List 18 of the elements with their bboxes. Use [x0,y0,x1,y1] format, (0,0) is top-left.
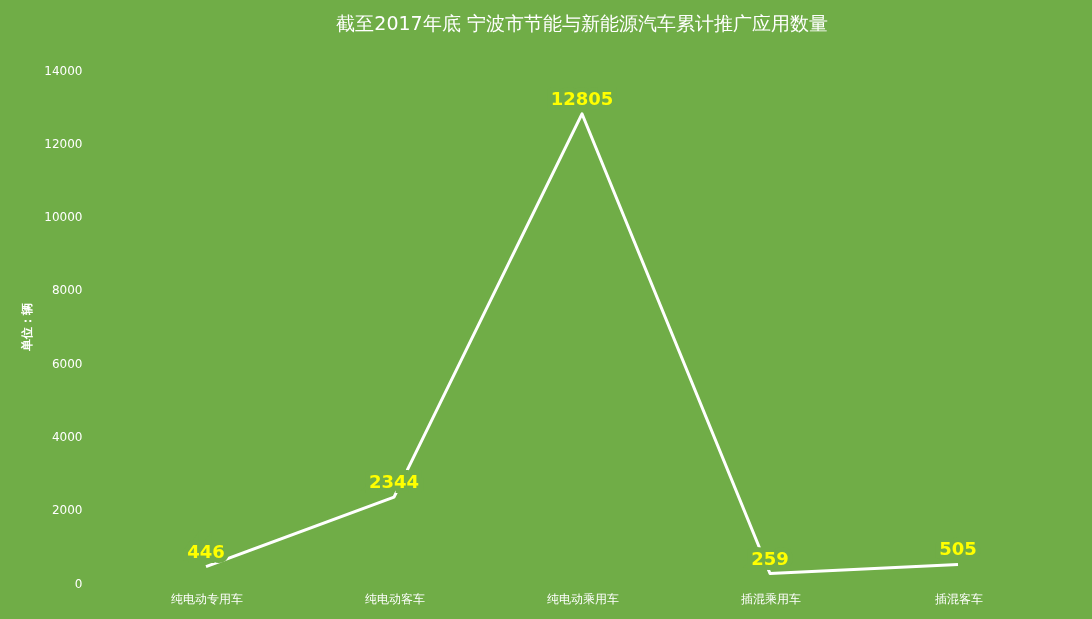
data-label: 446 [187,540,225,562]
chart-title: 截至2017年底 宁波市节能与新能源汽车累计推广应用数量 [336,12,828,34]
y-tick-label: 8000 [51,283,83,298]
x-tick-label: 纯电动专用车 [170,591,243,606]
y-tick-label: 6000 [51,356,83,371]
y-tick-label: 10000 [44,210,83,225]
y-tick-label: 0 [74,576,83,591]
x-tick-label: 插混客车 [934,591,983,606]
y-tick-label: 14000 [44,63,83,78]
y-tick-label: 12000 [44,136,83,151]
data-label: 12805 [550,87,614,109]
data-label: 505 [939,538,977,560]
y-axis-title: 单位：辆 [20,303,35,352]
x-tick-label: 插混乘用车 [740,591,801,606]
y-tick-label: 2000 [51,503,83,518]
y-tick-label: 4000 [51,429,83,444]
x-tick-label: 纯电动客车 [364,591,425,606]
x-tick-label: 纯电动乘用车 [546,591,619,606]
